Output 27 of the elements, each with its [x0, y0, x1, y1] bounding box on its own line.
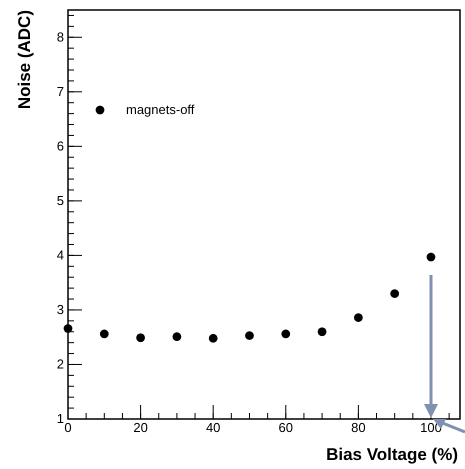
y-tick-label: 7: [56, 84, 64, 99]
y-tick-label: 2: [56, 356, 64, 372]
x-tick-label: 60: [278, 420, 294, 436]
y-tick-label: 6: [56, 138, 64, 154]
point: [100, 330, 109, 338]
y-tick-label: 8: [56, 29, 64, 44]
point: [426, 252, 436, 262]
y-tick-label: 1: [56, 411, 64, 426]
point: [136, 333, 145, 342]
point: [318, 327, 326, 336]
y-tick-label: 3: [56, 302, 64, 318]
point: [390, 289, 400, 298]
point: [172, 332, 182, 342]
point: [281, 330, 290, 338]
y-tick-label: 4: [56, 248, 64, 263]
x-axis-title: Bias Voltage (%): [326, 445, 458, 464]
x-tick-label: 40: [206, 420, 220, 436]
y-tick-label: 5: [56, 193, 64, 208]
point: [208, 334, 218, 343]
x-tick-label: 20: [133, 420, 148, 436]
legend-label: magnets-off: [126, 102, 195, 117]
point: [245, 331, 254, 340]
x-tick-label: 80: [351, 420, 366, 436]
point: [354, 313, 363, 322]
y-axis-title: Noise (ADC): [15, 10, 34, 110]
x-tick-label: 0: [64, 420, 72, 436]
point: [64, 324, 72, 333]
